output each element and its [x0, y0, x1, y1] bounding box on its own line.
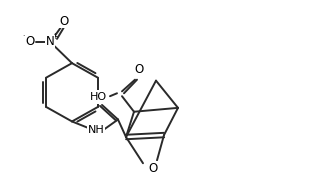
- Text: +: +: [51, 32, 57, 41]
- Text: HO: HO: [89, 92, 107, 102]
- Text: O: O: [59, 15, 69, 28]
- Text: N: N: [46, 35, 54, 48]
- Text: O: O: [149, 162, 158, 175]
- Text: NH: NH: [88, 125, 104, 135]
- Text: O: O: [25, 35, 35, 48]
- Text: O: O: [93, 91, 103, 104]
- Text: O: O: [134, 64, 144, 76]
- Text: ⁻: ⁻: [23, 33, 27, 42]
